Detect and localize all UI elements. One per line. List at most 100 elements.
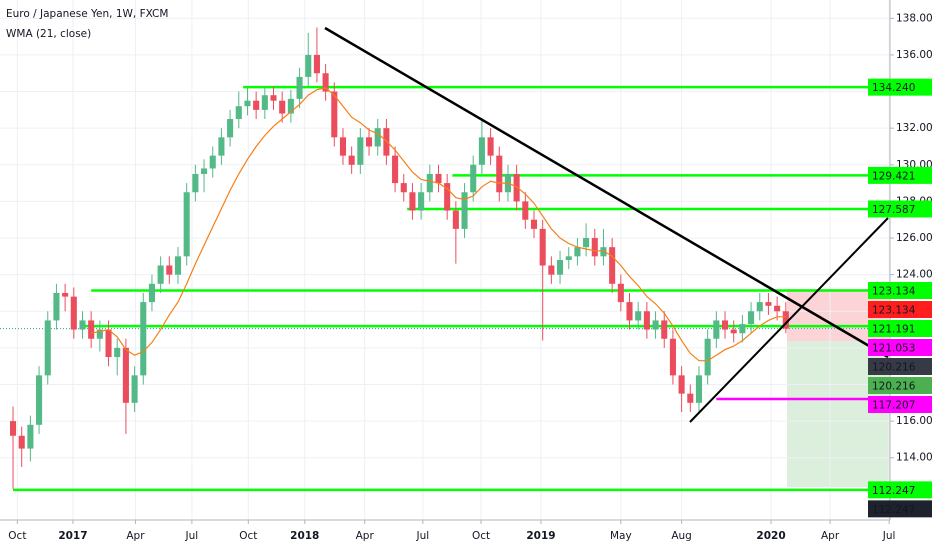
candle-body [148,283,155,303]
candle-body [313,54,320,74]
candle-body [201,168,208,174]
candle-body [652,320,659,330]
candle-body [18,435,25,449]
candle-body [357,137,364,165]
candle-body [270,95,277,101]
price-tag [868,320,932,338]
y-tick-label: 124.000 [896,269,932,281]
candle-body [548,265,555,275]
x-tick-label: Oct [472,530,490,542]
candle-body [539,228,546,266]
x-tick-label: Oct [8,530,26,542]
candle-body [70,296,77,330]
candle-body [765,302,772,306]
price-tag-label: 112.247 [872,504,915,516]
candle-body [157,265,164,284]
candle-body [374,128,381,147]
candle-body [530,219,538,229]
price-tag [868,166,932,184]
candle-body [383,128,390,156]
candle-body [678,375,685,394]
candle-body [721,320,729,330]
candle-body [114,347,121,358]
candle-body [409,192,416,211]
candle-body [122,347,129,403]
price-tag [868,339,932,357]
candle-body [235,106,242,120]
price-tag-label: 112.247 [872,485,915,497]
candle-body [600,247,607,257]
candle-body [444,183,451,211]
time-axis [0,520,932,550]
price-tag-label: 120.216 [872,362,916,374]
candle-body [227,119,234,138]
candle-body [88,320,95,339]
candle-body [322,73,329,92]
candle-body [261,95,268,110]
price-tag-label: 129.421 [872,170,915,182]
price-tag [868,78,932,96]
candle-body [218,137,225,156]
candle-body [661,320,668,339]
x-tick-label: Jul [882,530,896,542]
candle-body [591,238,598,257]
candle-body [392,155,399,184]
price-tag-label: 117.207 [872,400,915,412]
candle-body [53,292,60,321]
candle-body [174,256,182,275]
candle-body [487,137,494,156]
price-tag-label: 127.587 [872,204,915,216]
y-tick-label: 132.000 [896,122,932,134]
x-tick-label: Apr [126,530,145,542]
candle-body [687,393,694,403]
price-tag [868,358,932,376]
candle-body [131,375,138,403]
price-tag [868,396,932,414]
price-tag-label: 121.053 [872,343,915,355]
candle-body [557,260,564,275]
x-tick-label: Aug [671,530,692,542]
candle-body [400,183,407,193]
candle-body [287,98,294,114]
candle-body [739,324,746,334]
y-tick-label: 126.000 [896,232,932,244]
candle-body [192,173,199,193]
candle-body [279,100,286,114]
candle-body [574,247,581,257]
x-tick-label: Oct [239,530,257,542]
candle-body [79,320,86,330]
price-tag [868,282,932,300]
candle-body [609,247,616,284]
candle-body [565,256,572,260]
candle-body [105,329,112,358]
candle-body [9,421,17,436]
x-tick-label: 2017 [58,530,87,542]
x-tick-label: Apr [356,530,375,542]
candle-body [669,338,676,376]
candle-body [635,311,642,321]
candle-body [774,305,781,312]
candle-body [452,210,459,229]
candle-body [62,292,69,297]
price-tag-label: 123.134 [872,286,916,298]
x-tick-label: Jul [185,530,199,542]
candle-body [478,137,485,165]
candle-body [183,192,190,257]
candle-body [522,201,529,220]
x-tick-label: Apr [821,530,840,542]
candle-body [461,192,468,229]
indicator-name: WMA (21, close) [6,28,91,40]
candle-body [244,100,251,107]
candle-body [782,311,789,329]
x-tick-label: 2019 [526,530,555,542]
chart-title: Euro / Japanese Yen, 1W, FXCM [6,8,168,20]
y-tick-label: 114.000 [896,452,932,464]
price-tag [868,200,932,218]
candle-body [513,173,520,202]
price-tag [868,377,932,395]
indicator-line [91,87,786,362]
price-tag [868,481,932,499]
trend-line [324,26,889,359]
candle-body [140,302,147,376]
